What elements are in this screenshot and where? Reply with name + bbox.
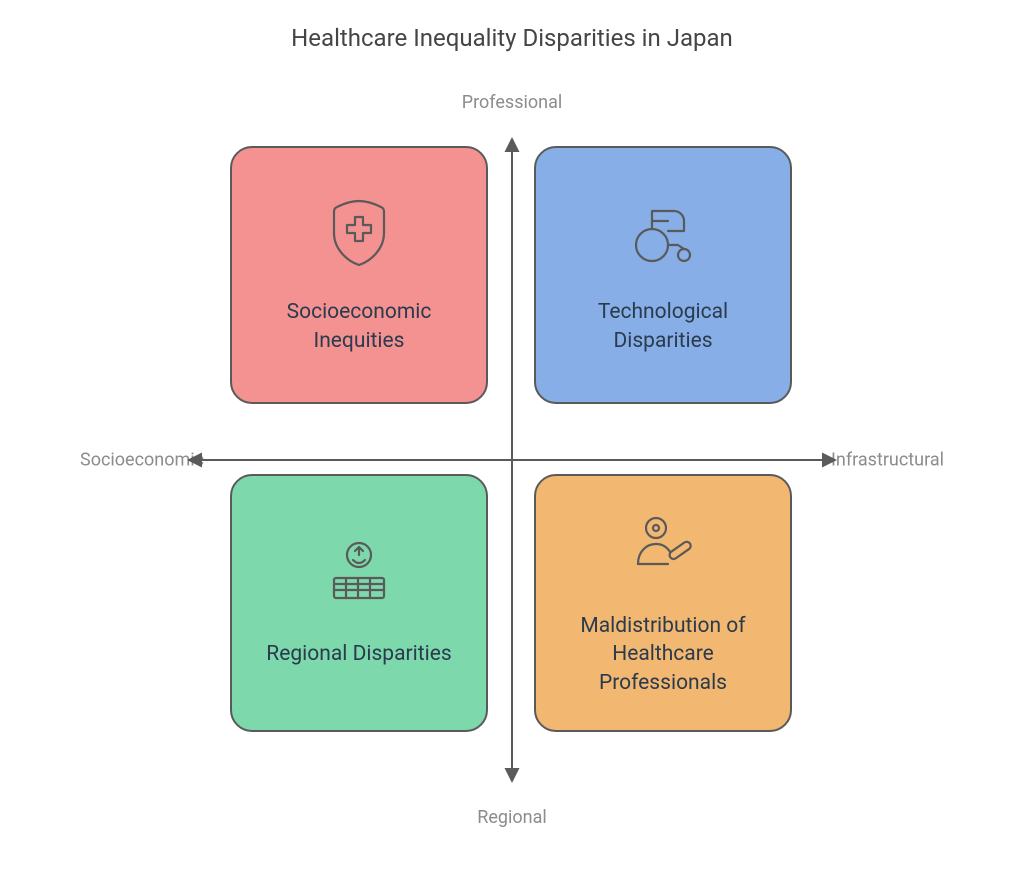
quadrant-label: Technological Disparities <box>556 298 770 355</box>
quadrant-socioeconomic: Socioeconomic Inequities <box>230 146 488 404</box>
psychology-books-icon <box>322 537 396 612</box>
axis-label-top: Professional <box>462 92 562 113</box>
page-title: Healthcare Inequality Disparities in Jap… <box>0 0 1024 52</box>
quadrant-label: Socioeconomic Inequities <box>252 298 466 355</box>
quadrant-label: Maldistribution of Healthcare Profession… <box>556 612 770 697</box>
shield-cross-icon <box>327 195 391 270</box>
wheelchair-icon <box>626 195 700 270</box>
quadrant-diagram: Professional Regional Socioeconomic Infr… <box>0 80 1024 840</box>
quadrant-label: Regional Disparities <box>266 640 451 668</box>
quadrant-maldistribution: Maldistribution of Healthcare Profession… <box>534 474 792 732</box>
quadrant-regional: Regional Disparities <box>230 474 488 732</box>
axis-label-bottom: Regional <box>477 807 547 828</box>
person-edit-icon <box>628 509 698 584</box>
axis-label-right: Infrastructural <box>831 450 944 471</box>
quadrant-technological: Technological Disparities <box>534 146 792 404</box>
